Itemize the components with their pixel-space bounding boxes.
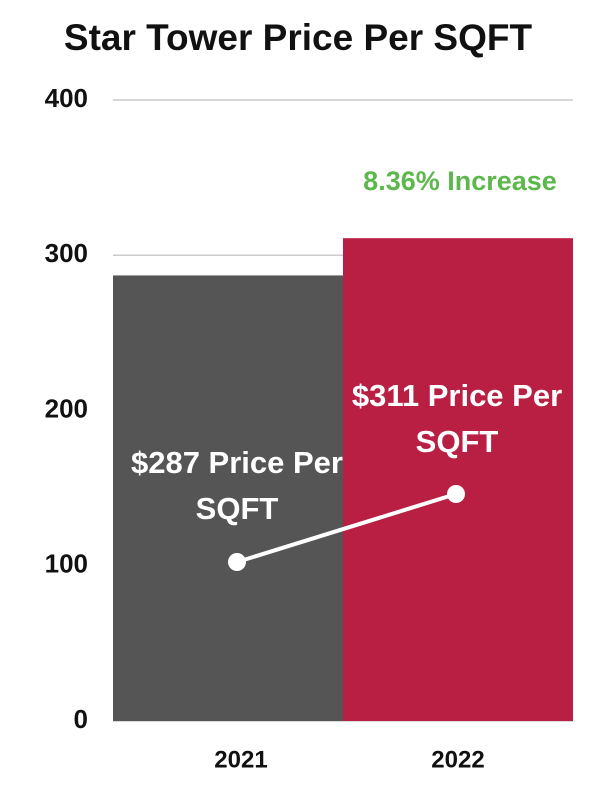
- plot-area: 0 100 200 300 400 2021 2022: [45, 83, 573, 773]
- chart-title: Star Tower Price Per SQFT: [64, 17, 533, 58]
- trend-dot: [228, 553, 246, 571]
- x-tick-label: 2022: [431, 746, 484, 773]
- y-tick-label: 100: [45, 549, 88, 579]
- bar: [113, 275, 343, 721]
- y-tick-label: 400: [45, 83, 88, 113]
- trend-line: [236, 492, 457, 564]
- trend-arrow: [228, 485, 465, 571]
- y-tick-label: 300: [45, 238, 88, 268]
- y-tick-label: 200: [45, 393, 88, 423]
- y-tick-label: 0: [74, 704, 88, 734]
- bar: [343, 238, 573, 722]
- x-tick-label: 2021: [214, 746, 267, 773]
- annotation: 8.36% Increase: [363, 166, 557, 196]
- value-label: $311 Price Per SQFT: [351, 378, 563, 459]
- trend-dot: [447, 485, 465, 503]
- value-label: $287 Price Per SQFT: [130, 445, 343, 526]
